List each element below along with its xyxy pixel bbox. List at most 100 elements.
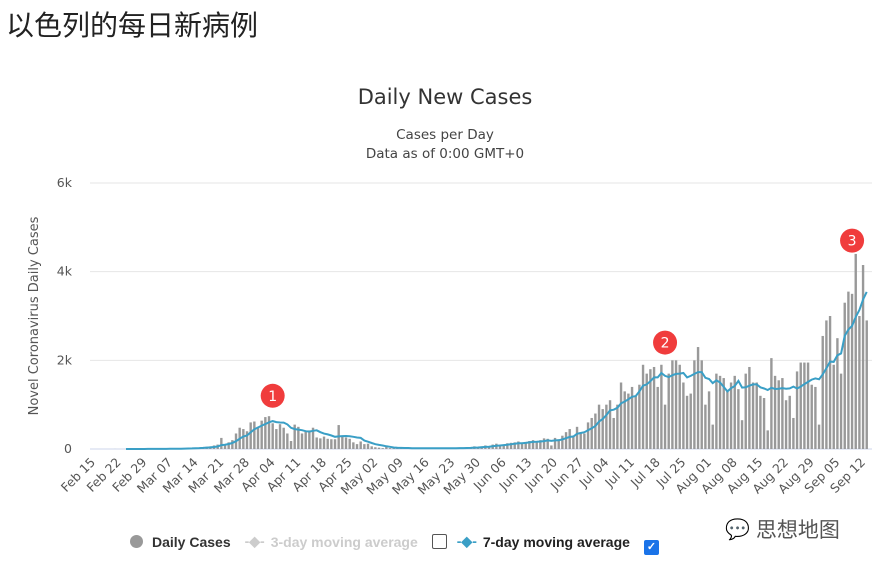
bar bbox=[612, 417, 615, 449]
bar bbox=[597, 404, 601, 449]
bar bbox=[509, 442, 513, 449]
bar bbox=[707, 391, 711, 449]
bar bbox=[231, 440, 234, 449]
bar bbox=[766, 430, 769, 449]
bar bbox=[271, 423, 274, 449]
bar bbox=[220, 437, 223, 449]
seven-day-average-line bbox=[126, 291, 868, 450]
bar bbox=[333, 439, 337, 449]
bar bbox=[546, 438, 549, 449]
bar bbox=[715, 373, 718, 449]
bar bbox=[634, 395, 637, 449]
chart-subtitle-date: Data as of 0:00 GMT+0 bbox=[365, 146, 525, 162]
bar bbox=[693, 360, 696, 449]
diamond-line-icon: -◆- bbox=[244, 533, 265, 549]
bar bbox=[322, 436, 326, 449]
bar bbox=[517, 441, 520, 449]
bar bbox=[652, 366, 656, 449]
bar bbox=[289, 441, 293, 449]
legend-3day-average[interactable]: -◆- 3-day moving average bbox=[245, 533, 418, 550]
bar bbox=[344, 437, 348, 449]
chart-subtitle: Cases per Day bbox=[396, 127, 494, 143]
bar bbox=[722, 378, 725, 449]
y-axis-label: Novel Coronavirus Daily Cases bbox=[27, 216, 42, 415]
bar bbox=[733, 375, 736, 449]
bar bbox=[561, 435, 564, 449]
bar bbox=[751, 382, 755, 449]
page-title: 以色列的每日新病例 bbox=[6, 9, 259, 42]
annotation-label: 1 bbox=[268, 389, 277, 405]
legend-7day-average[interactable]: -◆- 7-day moving average bbox=[457, 533, 630, 550]
bar bbox=[564, 432, 568, 449]
bar bbox=[810, 384, 813, 449]
bar bbox=[249, 422, 252, 449]
wechat-icon: 💬 bbox=[725, 517, 750, 541]
bar bbox=[282, 427, 285, 449]
bar bbox=[594, 413, 597, 449]
bar bbox=[806, 362, 810, 449]
bar bbox=[366, 443, 370, 449]
legend: Daily Cases -◆- 3-day moving average -◆- 7… bbox=[130, 528, 669, 555]
bar bbox=[568, 429, 571, 449]
bar bbox=[377, 447, 381, 449]
bar bbox=[506, 443, 509, 449]
bar bbox=[583, 433, 586, 449]
bar bbox=[550, 445, 553, 449]
bar bbox=[825, 320, 828, 449]
bar bbox=[689, 393, 692, 449]
bar bbox=[363, 444, 366, 449]
bar bbox=[682, 382, 685, 449]
legend-daily-cases[interactable]: Daily Cases bbox=[130, 534, 231, 550]
watermark: 💬 思想地图 bbox=[725, 514, 840, 544]
bar bbox=[744, 373, 747, 449]
bar bbox=[803, 362, 806, 449]
bar bbox=[836, 338, 839, 449]
annotation-label: 3 bbox=[848, 234, 857, 250]
bar bbox=[352, 442, 355, 449]
bar bbox=[726, 391, 729, 449]
bar bbox=[711, 424, 714, 449]
bar bbox=[359, 441, 362, 449]
y-tick-label: 0 bbox=[64, 441, 72, 456]
y-tick-label: 4k bbox=[57, 264, 73, 279]
bar bbox=[861, 265, 865, 449]
bar bbox=[498, 444, 502, 449]
bar bbox=[649, 369, 652, 449]
bar bbox=[645, 373, 648, 449]
bar bbox=[854, 253, 857, 449]
annotation-marker bbox=[260, 383, 285, 408]
watermark-text: 思想地图 bbox=[755, 518, 840, 542]
bar bbox=[865, 320, 868, 449]
bar bbox=[748, 366, 751, 449]
bar bbox=[245, 431, 249, 449]
avg7-checkbox[interactable]: ✓ bbox=[643, 540, 659, 555]
bar bbox=[656, 386, 659, 449]
bar bbox=[755, 382, 758, 449]
bar bbox=[667, 373, 670, 449]
bar bbox=[704, 404, 707, 449]
bar bbox=[777, 380, 780, 449]
circle-icon bbox=[130, 535, 143, 548]
legend-label: Daily Cases bbox=[152, 533, 231, 550]
bar bbox=[799, 362, 802, 449]
x-tick-label: Jul 18 bbox=[627, 454, 663, 490]
annotation-label: 2 bbox=[661, 336, 670, 352]
bar bbox=[392, 448, 395, 449]
bar bbox=[619, 382, 623, 449]
bar bbox=[858, 316, 861, 449]
bar bbox=[847, 291, 850, 449]
bar bbox=[223, 444, 227, 449]
avg3-checkbox[interactable] bbox=[431, 534, 447, 549]
bar bbox=[784, 400, 788, 449]
bar bbox=[308, 430, 311, 449]
bar bbox=[304, 431, 307, 449]
bar bbox=[502, 445, 505, 449]
bar bbox=[572, 435, 575, 449]
bar bbox=[770, 358, 773, 449]
bar bbox=[370, 446, 373, 449]
y-tick-label: 2k bbox=[57, 352, 73, 367]
bar bbox=[267, 416, 271, 449]
bar bbox=[674, 360, 678, 449]
bar bbox=[718, 375, 722, 449]
